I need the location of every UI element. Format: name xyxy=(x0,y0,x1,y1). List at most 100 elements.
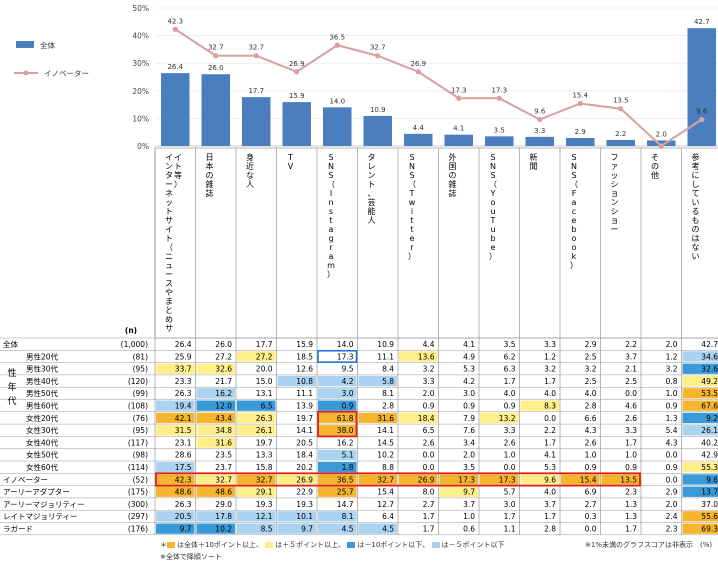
highlight-cell xyxy=(196,474,235,485)
bar-value-label: 14.0 xyxy=(329,97,345,105)
table-cell: 20.5 xyxy=(175,512,192,521)
table-cell: 1.1 xyxy=(504,525,516,534)
line-marker xyxy=(456,95,462,101)
table-cell: 32.7 xyxy=(256,475,273,484)
bar-value-label: 2.9 xyxy=(575,128,586,136)
bar xyxy=(282,102,311,146)
highlight-cell xyxy=(277,523,316,534)
line-value-label: 15.4 xyxy=(572,91,588,99)
highlight-cell xyxy=(358,375,397,387)
category-label-char: r xyxy=(329,243,333,252)
table-cell: 20.0 xyxy=(256,365,273,374)
table-cell: 3.5 xyxy=(504,340,516,349)
line-marker xyxy=(294,69,300,75)
table-cell: 14.1 xyxy=(296,426,313,435)
table-cell: 1.0 xyxy=(625,451,637,460)
highlight-cell xyxy=(399,474,438,485)
table-cell: 29.1 xyxy=(256,488,273,497)
bar-value-label: 10.9 xyxy=(370,106,386,114)
category-label-char: S xyxy=(328,153,333,162)
table-cell: 4.0 xyxy=(544,488,556,497)
category-label-char: t xyxy=(329,216,332,225)
group-label-char: 年 xyxy=(7,381,16,393)
highlight-cell xyxy=(156,462,195,473)
table-cell: 3.7 xyxy=(463,500,475,509)
table-cell: 1.7 xyxy=(625,438,637,447)
blue-swatch xyxy=(347,542,356,548)
category-label-char: （ xyxy=(327,180,335,189)
line-marker xyxy=(172,26,178,32)
row-label: レイトマジョリティー xyxy=(3,512,78,521)
category-label-char: ） xyxy=(489,252,497,261)
table-cell: 4.5 xyxy=(342,525,354,534)
line-marker xyxy=(577,100,583,107)
table-cell: 25.7 xyxy=(337,488,354,497)
category-label-char: ） xyxy=(174,180,182,189)
table-cell: 26.3 xyxy=(256,414,273,423)
table-cell: 3.0 xyxy=(463,389,475,398)
category-label-char: S xyxy=(571,171,576,180)
table-cell: 3.3 xyxy=(544,340,556,349)
highlight-cell xyxy=(318,400,357,411)
table-cell: 14.0 xyxy=(337,340,354,349)
row-n: (117) xyxy=(128,438,148,447)
table-cell: 1.0 xyxy=(463,512,475,521)
table-cell: 10.2 xyxy=(215,525,232,534)
table-cell: 1.7 xyxy=(423,512,435,521)
table-cell: 9.6 xyxy=(544,475,556,484)
highlight-cell xyxy=(277,375,316,387)
table-cell: 42.7 xyxy=(701,340,718,349)
table-cell: 0.0 xyxy=(544,414,556,423)
category-label-char: 誌 xyxy=(449,188,457,198)
category-label-char: S xyxy=(571,153,576,162)
category-label-char: の xyxy=(206,171,214,180)
table-cell: 5.3 xyxy=(544,463,556,472)
category-label-char: 聞 xyxy=(530,162,538,171)
table-cell: 1.3 xyxy=(625,512,637,521)
table-cell: 1.2 xyxy=(544,352,556,361)
table-cell: 3.2 xyxy=(666,365,678,374)
category-label-char: い xyxy=(692,198,700,207)
table-cell: 19.7 xyxy=(256,438,273,447)
category-label-char: な xyxy=(692,243,700,252)
category-label-char: b xyxy=(571,225,576,234)
table-cell: 15.8 xyxy=(256,463,273,472)
line-value-label: 26.9 xyxy=(410,60,426,68)
highlight-cell xyxy=(682,486,718,497)
table-cell: 2.6 xyxy=(423,438,435,447)
highlight-cell xyxy=(318,388,357,399)
category-label-char: 国 xyxy=(449,162,457,171)
row-label: ラガード xyxy=(3,524,33,534)
highlight-cell xyxy=(237,351,276,362)
row-label: アーリーアダプター xyxy=(3,487,70,497)
table-cell: 27.2 xyxy=(256,352,273,361)
table-cell: 12.1 xyxy=(256,512,273,521)
line-value-label: 42.3 xyxy=(167,17,183,25)
table-cell: 2.6 xyxy=(625,414,637,423)
category-label-char: （ xyxy=(570,180,578,189)
innovator-line xyxy=(174,28,703,148)
table-cell: 13.7 xyxy=(701,488,718,497)
table-cell: 38.0 xyxy=(337,426,354,435)
line-marker xyxy=(213,53,219,59)
line-value-label: 17.3 xyxy=(491,86,507,94)
category-label-char: r xyxy=(410,243,414,252)
highlight-cell xyxy=(237,474,276,485)
table-cell: 0.3 xyxy=(585,512,597,521)
table-cell: 26.0 xyxy=(215,340,232,349)
category-label-char: め xyxy=(165,315,173,324)
category-label-char: て xyxy=(692,189,700,198)
highlight-cell xyxy=(196,523,235,534)
table-cell: 15.4 xyxy=(377,488,394,497)
table-cell: 2.6 xyxy=(585,438,597,447)
category-label-char: m xyxy=(327,261,335,270)
table-cell: 18.4 xyxy=(418,414,435,423)
table-cell: 1.0 xyxy=(666,389,678,398)
table-cell: 7.9 xyxy=(463,414,475,423)
table-cell: 34.8 xyxy=(215,426,232,435)
highlight-cell xyxy=(318,474,357,485)
category-label-char: シ xyxy=(611,180,619,189)
table-cell: 5.7 xyxy=(504,488,516,497)
table-cell: 26.9 xyxy=(418,475,435,484)
line-marker xyxy=(375,53,381,59)
